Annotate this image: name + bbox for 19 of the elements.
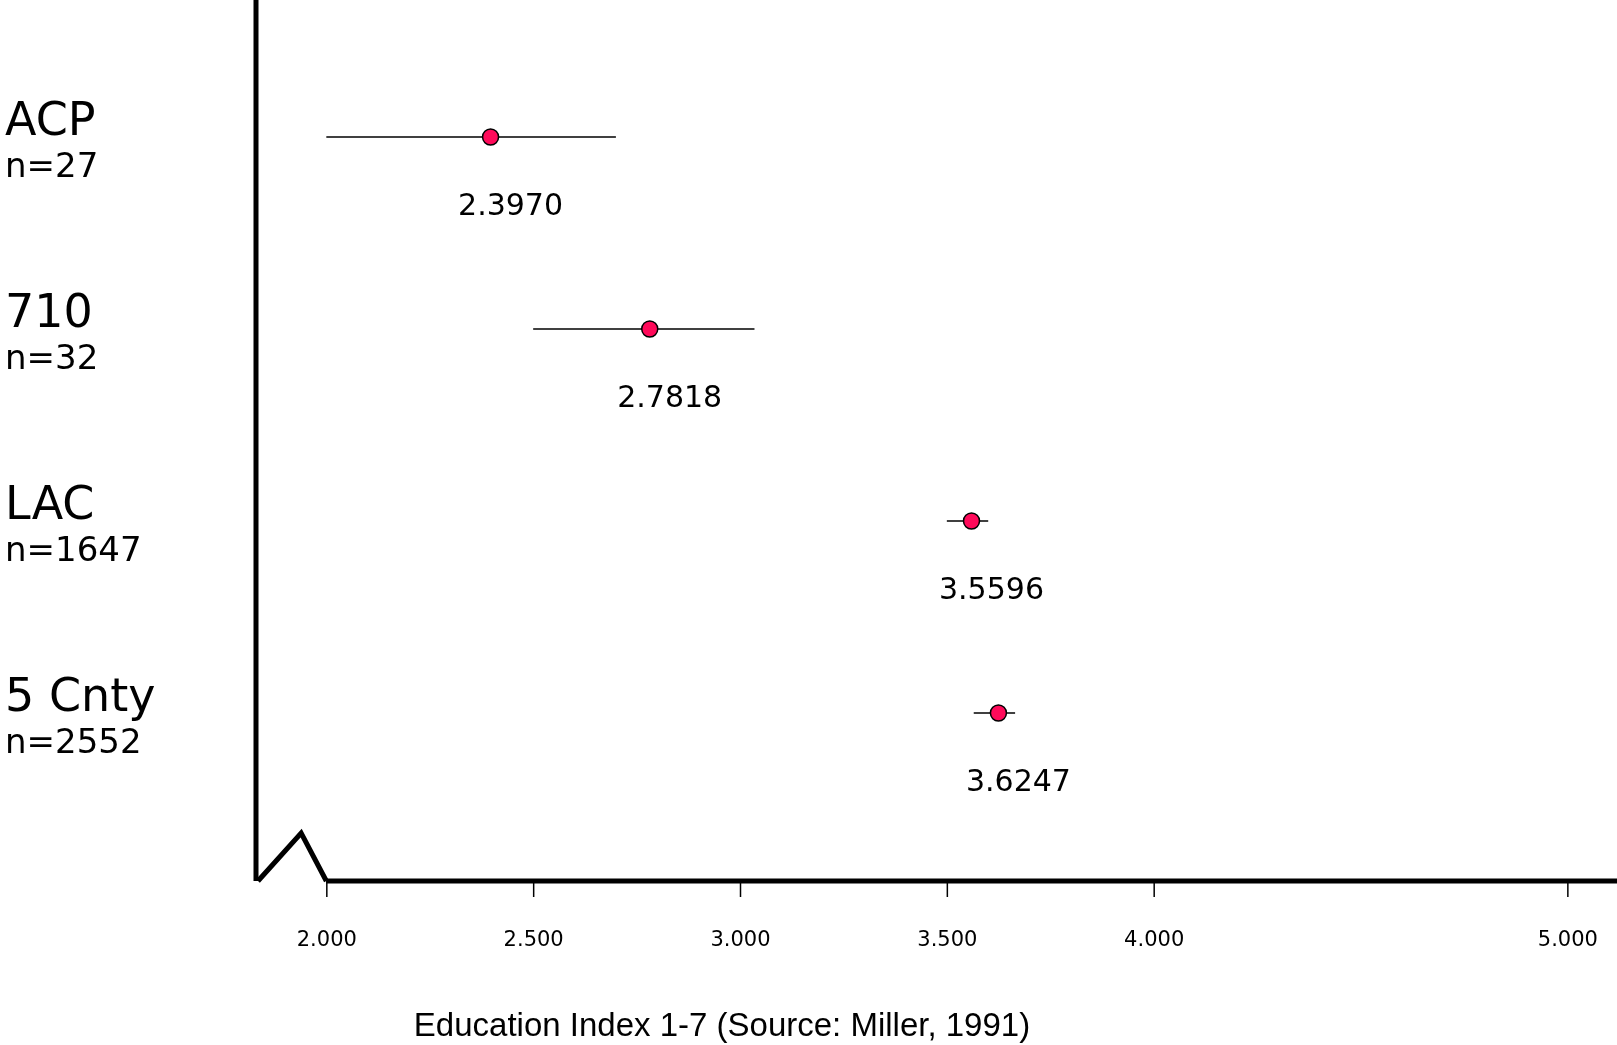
data-label: 2.3970 (458, 187, 564, 222)
x-axis-title: Education Index 1-7 (Source: Miller, 1991) (413, 1006, 1031, 1043)
data-label: 3.5596 (939, 571, 1044, 606)
point (481, 128, 500, 146)
x-tick-label: 3.000 (710, 926, 771, 951)
x-tick-label: 3.500 (917, 926, 978, 951)
point (989, 704, 1008, 722)
y-tick-label: 710 n=32 (5, 284, 99, 377)
y-tick-label: LAC n=1647 (5, 476, 142, 569)
x-tick-label: 2.500 (503, 926, 564, 951)
point (962, 512, 981, 530)
y-tick-label: ACP n=27 (5, 92, 99, 185)
x-tick-label: 4.000 (1124, 926, 1185, 951)
point (640, 320, 659, 338)
x-tick-label: 5.000 (1537, 926, 1598, 951)
data-label: 3.6247 (965, 763, 1071, 798)
data-label: 2.7818 (617, 379, 723, 414)
y-tick-label: 5 Cnty n=2552 (5, 668, 156, 761)
x-tick-label: 2.000 (296, 926, 357, 951)
